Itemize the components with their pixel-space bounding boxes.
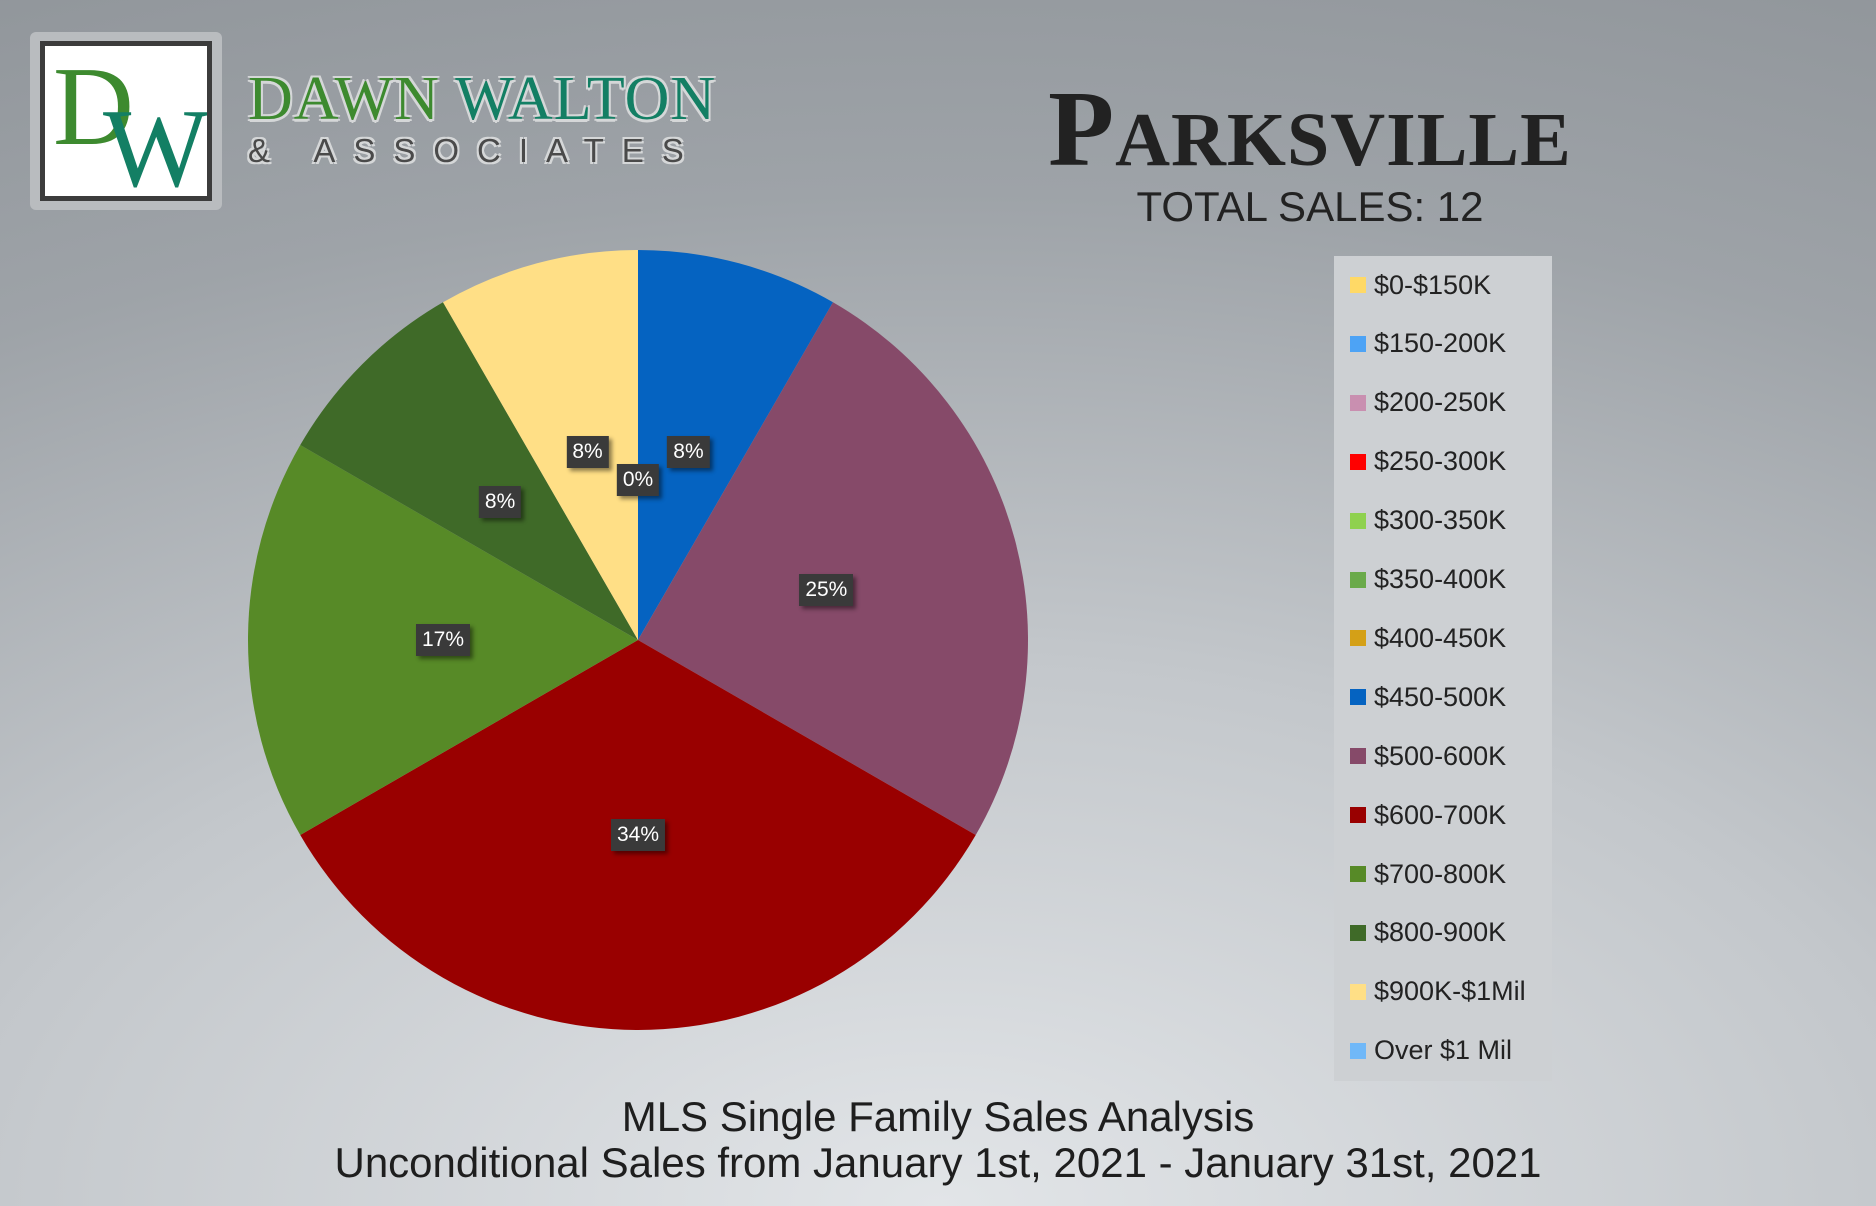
legend-item-350-400k: $350-400K [1350,564,1507,595]
logo-name-first: DAWN [248,65,440,133]
legend-label: $150-200K [1374,328,1507,359]
legend-swatch [1350,512,1366,529]
legend-item-200-250k: $200-250K [1350,387,1507,418]
legend-label: $900K-$1Mil [1374,976,1526,1007]
legend-swatch [1350,453,1366,470]
legend-label: Over $1 Mil [1374,1035,1513,1066]
legend-swatch [1350,277,1366,293]
legend-swatch [1350,689,1366,706]
legend-label: $200-250K [1374,387,1507,418]
pie-slice-800-900k [300,302,638,640]
legend-label: $700-800K [1374,858,1507,889]
legend-label: $350-400K [1374,564,1507,594]
logo-subtitle: & ASSOCIATES [248,132,702,169]
legend-label: $300-350K [1374,505,1507,536]
pie-label-500-600k: 25% [799,573,854,606]
legend-item-0-150k: $0-$150K [1350,270,1491,300]
legend-label: $450-500K [1374,681,1507,712]
pie-slice-900k-1mil [443,250,638,640]
chart-legend: $0-$150K $150-200K $200-250K $250-300K $300-… [1334,256,1552,1081]
legend-label: $800-900K [1374,917,1507,948]
legend-item-900k-1mil: $900K-$1Mil [1350,976,1526,1007]
legend-label: $250-300K [1374,446,1507,477]
pie-label-700-800k: 17% [415,624,471,656]
legend-swatch [1350,1042,1366,1059]
legend-swatch [1350,630,1366,647]
pie-label-600-700k: 34% [610,819,666,851]
pie-label-800-900k: 8% [478,486,522,519]
legend-swatch [1350,571,1366,588]
legend-item-450-500k: $450-500K [1350,682,1506,712]
legend-label: $0-$150K [1374,269,1492,300]
svg-text:D: D [53,46,134,169]
legend-item-300-350k: $300-350K [1350,505,1507,536]
svg-text:W: W [103,87,207,196]
legend-item-400-450k: $400-450K [1350,623,1506,653]
legend-item-500-600k: $500-600K [1350,741,1506,771]
pie-label-900k-1mil: 8% [566,435,609,468]
legend-swatch [1350,807,1366,824]
legend-label: $400-450K [1374,622,1507,653]
legend-label: $600-700K [1374,799,1507,830]
legend-swatch [1350,394,1366,411]
logo: D W [30,32,222,211]
legend-item-700-800k: $700-800K [1350,859,1506,889]
legend-item-600-700k: $600-700K [1350,800,1506,830]
legend-item-800-900k: $800-900K [1350,917,1507,948]
total-sales: TOTAL SALES: 12 [1136,183,1484,230]
legend-swatch [1350,335,1366,352]
legend-item-over-1-mil: Over $1 Mil [1350,1035,1513,1066]
page-title: Parksville [1048,70,1572,189]
logo-monogram-frame: D W [40,41,212,211]
pie-label-450-500k: 8% [667,435,710,468]
legend-swatch [1350,983,1366,1000]
logo-monogram: D W [53,45,209,211]
legend-swatch [1350,866,1366,882]
pie-slice-450-500k [638,250,833,640]
legend-item-250-300k: $250-300K [1350,446,1507,477]
legend-item-150-200k: $150-200K [1350,328,1507,359]
footer-title: MLS Single Family Sales Analysis [621,1093,1255,1140]
legend-label: $500-600K [1374,740,1507,771]
logo-name: DAWN WALTON [248,68,716,130]
logo-name-second: WALTON [455,65,717,133]
pie-slice-500-600k [638,302,1028,835]
pie-label-0-150k: 0% [616,464,660,497]
legend-swatch [1350,748,1366,765]
legend-swatch [1350,924,1366,941]
footer-date-range: Unconditional Sales from January 1st, 20… [334,1139,1542,1186]
